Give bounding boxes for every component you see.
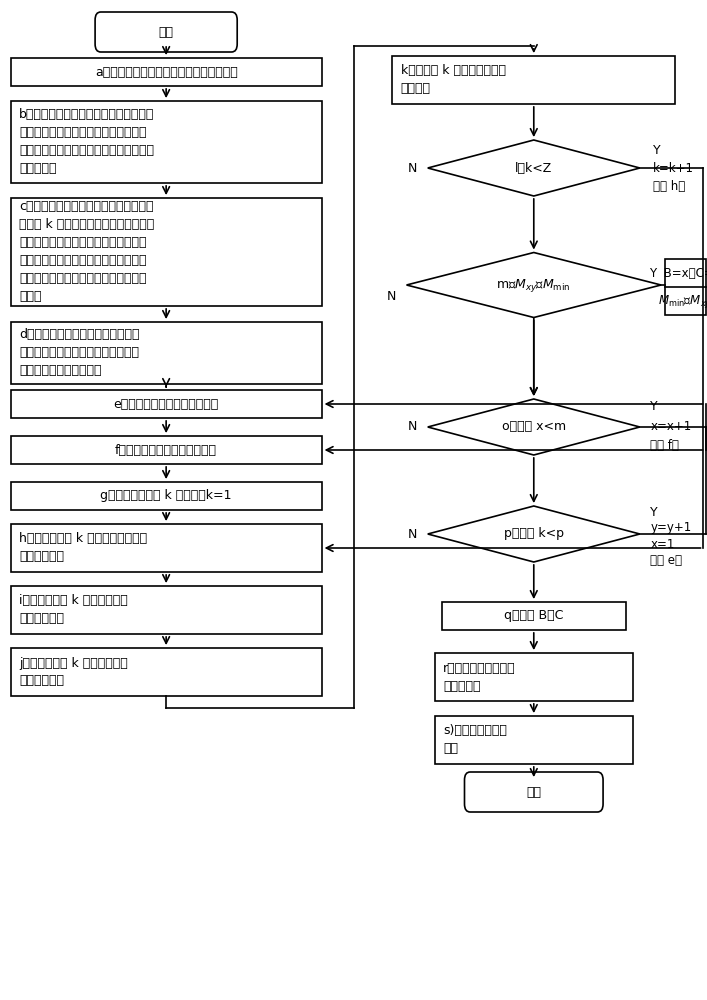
Bar bbox=[11, 322, 322, 384]
Bar bbox=[435, 653, 633, 701]
Text: f）计算上辊初始粗糙度设定值: f）计算上辊初始粗糙度设定值 bbox=[115, 444, 217, 456]
Bar bbox=[11, 101, 322, 183]
Text: k）计算第 k 卷带钢的上下表
面粗糙度: k）计算第 k 卷带钢的上下表 面粗糙度 bbox=[401, 64, 506, 96]
Text: i）计算生产第 k 卷带钢时，上
工作辊压印率: i）计算生产第 k 卷带钢时，上 工作辊压印率 bbox=[19, 594, 128, 626]
Text: 步骤 e）: 步骤 e） bbox=[650, 554, 682, 566]
Text: d）预设定上下辊粗糙度，定义带钢
表面粗糙度综合方差最小值，定义综
合方差锁定变量并初始化: d）预设定上下辊粗糙度，定义带钢 表面粗糙度综合方差最小值，定义综 合方差锁定变… bbox=[19, 328, 139, 377]
Text: N: N bbox=[407, 528, 417, 540]
Text: r）计算上下辊粗糙度
优化设定值: r）计算上下辊粗糙度 优化设定值 bbox=[443, 662, 516, 692]
Bar bbox=[665, 259, 706, 315]
Text: y=y+1: y=y+1 bbox=[650, 521, 691, 534]
Text: 结束: 结束 bbox=[526, 786, 542, 798]
Bar bbox=[11, 436, 322, 464]
FancyBboxPatch shape bbox=[464, 772, 603, 812]
Text: Y  B=x，C=y: Y B=x，C=y bbox=[649, 266, 707, 279]
Text: q）输出 B、C: q）输出 B、C bbox=[504, 609, 563, 622]
Text: l）k<Z: l）k<Z bbox=[515, 161, 552, 174]
Text: Y: Y bbox=[650, 505, 658, 518]
Text: Y: Y bbox=[653, 143, 660, 156]
Text: o）判断 x<m: o）判断 x<m bbox=[502, 420, 566, 434]
Bar bbox=[435, 716, 633, 764]
Text: b）收集换辊周期内产品的工艺参数，定
义产品带钢的卷号参数，收集换辊周期
内钢卷总数，带钢的厚度，带钢的强度，
带钢的长度: b）收集换辊周期内产品的工艺参数，定 义产品带钢的卷号参数，收集换辊周期 内钢卷… bbox=[19, 108, 154, 176]
Text: g）产品卷号参数 k 初始化，k=1: g）产品卷号参数 k 初始化，k=1 bbox=[100, 489, 232, 502]
Text: m）$M_{xy}$＜$M_{\mathrm{min}}$: m）$M_{xy}$＜$M_{\mathrm{min}}$ bbox=[496, 276, 571, 294]
Polygon shape bbox=[428, 506, 640, 562]
Text: c）收集换辊周期内现场设备工艺参数，
生产第 k 卷带钢时，轧机的压下量，收
集冷连轧机组上下工作辊磨辊域值，定
义上下辊粗糙度搜索参数并初始化，定
义上下辊粗: c）收集换辊周期内现场设备工艺参数， 生产第 k 卷带钢时，轧机的压下量，收 集… bbox=[19, 200, 154, 304]
Text: e）计算下辊初始粗糙度设定值: e）计算下辊初始粗糙度设定值 bbox=[114, 397, 218, 410]
Bar bbox=[11, 390, 322, 418]
Text: a）计算机组带钢上下表面压印率相对系数: a）计算机组带钢上下表面压印率相对系数 bbox=[95, 66, 238, 79]
Text: N: N bbox=[386, 290, 396, 304]
Text: 开始: 开始 bbox=[158, 25, 174, 38]
FancyBboxPatch shape bbox=[95, 12, 238, 52]
Text: N: N bbox=[407, 420, 417, 434]
Text: Y: Y bbox=[650, 400, 658, 414]
Bar bbox=[11, 586, 322, 634]
Text: 步骤 f）: 步骤 f） bbox=[650, 439, 679, 452]
Text: x=x+1: x=x+1 bbox=[650, 420, 691, 434]
Text: N: N bbox=[407, 161, 417, 174]
Text: p）判断 k<p: p）判断 k<p bbox=[504, 528, 563, 540]
Text: h）计算生产第 k 卷时的上下工作辊
的实时粗糙度: h）计算生产第 k 卷时的上下工作辊 的实时粗糙度 bbox=[19, 532, 147, 564]
Bar bbox=[442, 602, 626, 630]
Text: s)根据优化值磨辊
加工: s)根据优化值磨辊 加工 bbox=[443, 724, 507, 756]
Text: x=1: x=1 bbox=[650, 538, 674, 550]
Polygon shape bbox=[428, 140, 640, 196]
Bar bbox=[11, 648, 322, 696]
Polygon shape bbox=[407, 253, 661, 318]
Polygon shape bbox=[428, 399, 640, 455]
Bar bbox=[11, 524, 322, 572]
Text: j）计算生产第 k 卷带钢时，下
工作辊压印率: j）计算生产第 k 卷带钢时，下 工作辊压印率 bbox=[19, 656, 128, 688]
Bar bbox=[11, 58, 322, 86]
Bar bbox=[392, 56, 675, 104]
Bar bbox=[11, 482, 322, 510]
Text: 步骤 h）: 步骤 h） bbox=[653, 180, 685, 192]
Bar bbox=[11, 198, 322, 306]
Text: $M_{\mathrm{min}}$＝$M_{xy}$: $M_{\mathrm{min}}$＝$M_{xy}$ bbox=[658, 292, 707, 310]
Text: k=k+1: k=k+1 bbox=[653, 161, 694, 174]
